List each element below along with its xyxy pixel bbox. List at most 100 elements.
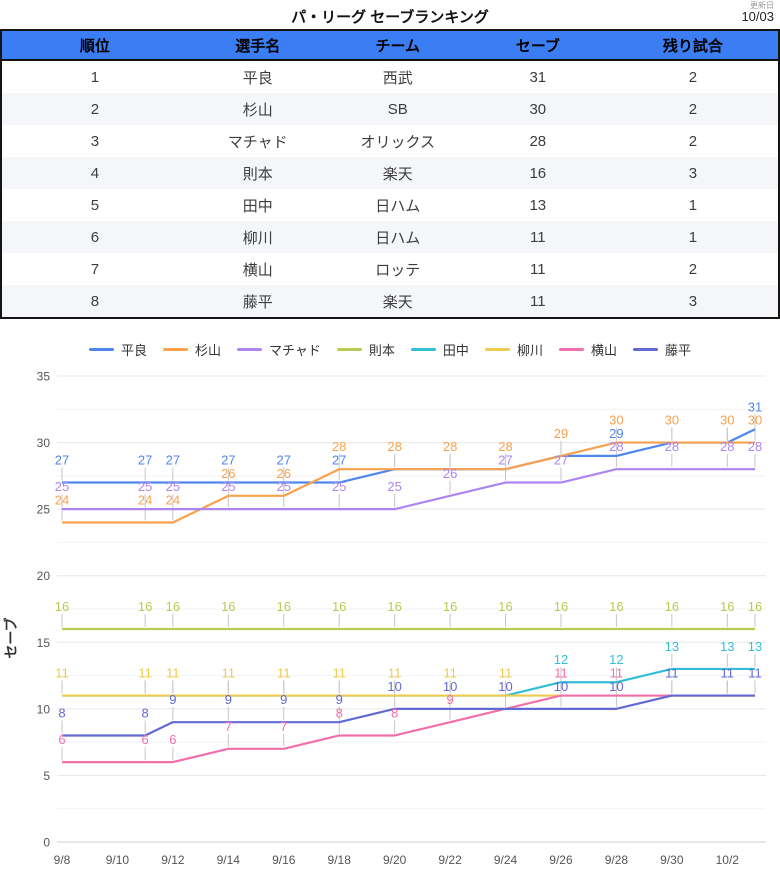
table-cell: 西武 — [327, 60, 468, 93]
data-label: 11 — [277, 666, 291, 681]
page-title: パ・リーグ セーブランキング — [291, 9, 489, 26]
data-label: 8 — [391, 705, 398, 720]
x-tick-label: 9/8 — [54, 853, 71, 867]
table-cell: 6 — [1, 221, 188, 253]
x-tick-label: 9/30 — [660, 853, 684, 867]
legend-swatch-icon — [163, 347, 189, 351]
data-label: 9 — [446, 692, 453, 707]
data-label: 6 — [169, 732, 176, 747]
x-tick-label: 9/12 — [161, 853, 185, 867]
table-cell: 31 — [467, 60, 608, 93]
x-tick-label: 9/24 — [494, 853, 518, 867]
legend-item-4[interactable]: 田中 — [410, 340, 469, 359]
table-header-cell: 残り試合 — [607, 30, 779, 61]
table-cell: 平良 — [187, 60, 328, 93]
legend-item-3[interactable]: 則本 — [336, 340, 395, 359]
report-header: パ・リーグ セーブランキング 更新日 10/03 — [0, 0, 780, 28]
data-label: 16 — [748, 599, 762, 614]
legend-item-5[interactable]: 柳川 — [484, 340, 543, 359]
data-label: 12 — [609, 652, 623, 667]
data-label: 16 — [443, 599, 457, 614]
data-label: 8 — [142, 705, 149, 720]
x-tick-label: 9/18 — [328, 853, 352, 867]
legend-item-6[interactable]: 横山 — [558, 340, 617, 359]
data-label: 30 — [665, 413, 679, 428]
data-label: 11 — [748, 666, 762, 681]
data-label: 11 — [665, 666, 679, 681]
data-label: 16 — [554, 599, 568, 614]
data-label: 25 — [166, 479, 180, 494]
data-label: 13 — [720, 639, 734, 654]
saves-chart: 0 5 10 15 20 25 30 35 9/8 9/10 9/12 9/14 9/16 9/18 9/2… — [3, 370, 766, 867]
data-label: 28 — [720, 439, 734, 454]
legend-label: 則本 — [368, 342, 395, 358]
series-line-7 — [62, 694, 755, 737]
data-label: 9 — [169, 692, 176, 707]
data-label: 6 — [58, 732, 65, 747]
data-label: 31 — [748, 399, 762, 414]
data-label: 29 — [609, 426, 623, 441]
data-label: 30 — [748, 413, 762, 428]
legend-label: 藤平 — [664, 342, 691, 358]
table-cell: 2 — [607, 253, 779, 285]
series-line-6 — [62, 694, 755, 764]
data-label: 28 — [332, 439, 346, 454]
table-cell: 3 — [607, 157, 779, 189]
data-label: 27 — [498, 453, 512, 468]
data-label: 16 — [166, 599, 180, 614]
x-tick-label: 9/22 — [438, 853, 462, 867]
data-label: 11 — [443, 666, 457, 681]
legend-item-7[interactable]: 藤平 — [632, 340, 691, 359]
x-tick-label: 9/10 — [106, 853, 130, 867]
data-label: 11 — [388, 666, 402, 681]
table-cell: 4 — [1, 157, 188, 189]
table-cell: 2 — [607, 93, 779, 125]
x-axis-tick-labels: 9/8 9/10 9/12 9/14 9/16 9/18 9/20 9/22 9/24 9/26 9… — [54, 853, 740, 867]
data-label: 28 — [665, 439, 679, 454]
y-tick-label: 25 — [37, 503, 51, 517]
legend-swatch-icon — [89, 347, 114, 351]
data-label: 29 — [554, 426, 568, 441]
data-label: 11 — [222, 666, 236, 681]
table-header-cell: 順位 — [1, 30, 188, 61]
legend-item-1[interactable]: 杉山 — [163, 340, 221, 359]
data-label: 11 — [499, 666, 513, 681]
y-tick-label: 10 — [37, 702, 51, 716]
data-label: 9 — [336, 692, 343, 707]
data-label: 10 — [554, 679, 568, 694]
table-cell: 日ハム — [327, 189, 468, 221]
data-label: 16 — [665, 599, 679, 614]
data-label: 24 — [166, 492, 180, 507]
data-label: 25 — [221, 479, 235, 494]
table-row: 3 マチャド オリックス 28 2 — [1, 125, 779, 157]
table-row: 4 則本 楽天 16 3 — [1, 157, 779, 189]
table-cell: 田中 — [187, 189, 328, 221]
data-label: 12 — [554, 652, 568, 667]
data-label: 8 — [336, 705, 343, 720]
table-cell: 2 — [1, 93, 188, 125]
table-cell: マチャド — [187, 125, 328, 157]
table-cell: 藤平 — [187, 285, 328, 318]
data-label: 16 — [609, 599, 623, 614]
legend-item-2[interactable]: マチャド — [237, 340, 321, 359]
table-cell: 11 — [467, 285, 608, 318]
data-label: 27 — [166, 453, 180, 468]
x-tick-label: 9/16 — [272, 853, 296, 867]
legend-item-0[interactable]: 平良 — [89, 340, 147, 359]
legend-label: マチャド — [269, 342, 321, 358]
data-label: 28 — [609, 439, 623, 454]
table-cell: 2 — [607, 60, 779, 93]
x-tick-label: 9/26 — [549, 853, 573, 867]
table-cell: 楽天 — [327, 285, 468, 318]
data-label: 25 — [55, 479, 69, 494]
data-label: 11 — [554, 666, 568, 681]
table-header-row: 順位 選手名 チーム セーブ 残り試合 — [1, 30, 779, 61]
table-cell: 16 — [467, 157, 608, 189]
data-label: 25 — [277, 479, 291, 494]
table-cell: 2 — [607, 125, 779, 157]
legend-swatch-icon — [237, 347, 263, 351]
data-label: 30 — [720, 413, 734, 428]
legend-swatch-icon — [632, 347, 658, 351]
table-cell: 3 — [607, 285, 779, 318]
data-label: 28 — [387, 439, 401, 454]
